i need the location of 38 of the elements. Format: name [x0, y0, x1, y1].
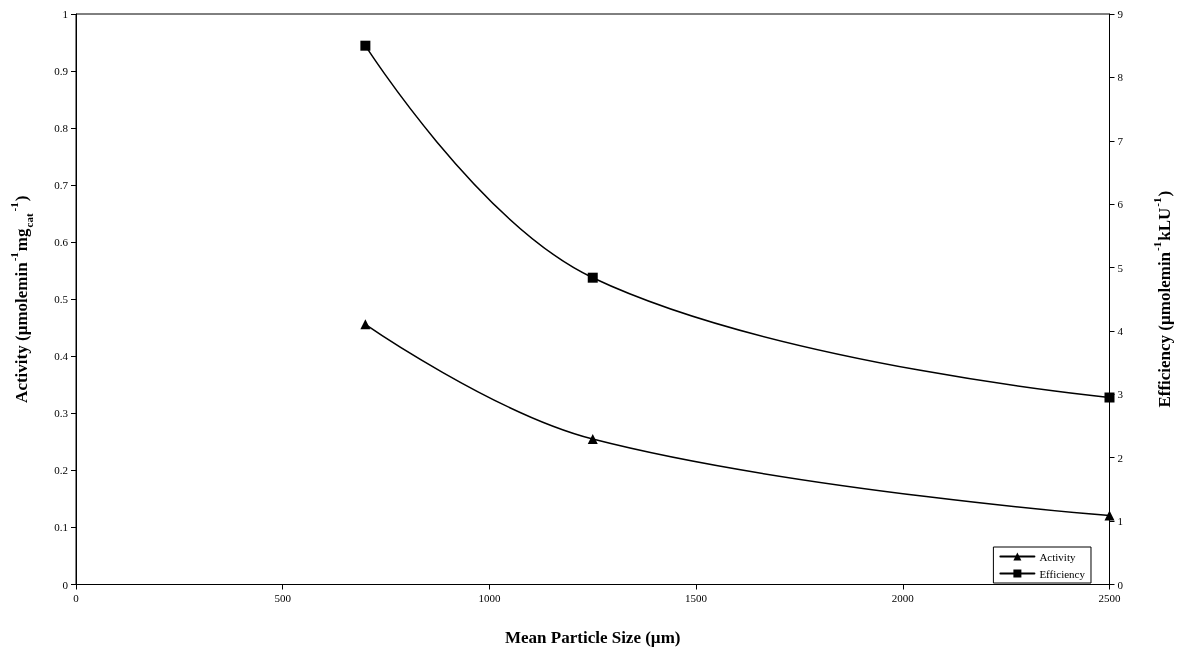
y-tick-label: 0.9 [54, 65, 69, 78]
y-tick-label: 1 [62, 8, 68, 20]
y-tick-label: 0.3 [54, 407, 69, 420]
y-tick-label: 0.4 [54, 350, 69, 363]
y-tick-label: 0.1 [54, 521, 68, 534]
point [360, 40, 371, 51]
x-tick-label: 1500 [685, 592, 708, 604]
y-axis-title: Activity (µmolemin-1mgcat-1) [7, 195, 35, 403]
legend-label: Activity [1039, 550, 1076, 563]
point [1104, 510, 1115, 521]
point [360, 319, 371, 330]
y2-tick-label: 1 [1117, 515, 1123, 528]
y-tick-label: 0 [62, 578, 69, 591]
x-tick-label: 1000 [478, 592, 501, 604]
point [587, 434, 598, 445]
y2-tick-label: 0 [1117, 578, 1124, 591]
y-tick-label: 0.5 [54, 293, 69, 306]
y2-tick-label: 5 [1117, 261, 1124, 274]
y2-tick-label: 4 [1117, 324, 1124, 337]
x-tick-label: 0 [73, 592, 80, 604]
y2-axis-title: Efficiency (µmolemin-1kLU-1) [1151, 190, 1174, 408]
y-tick-label: 0.2 [54, 464, 68, 477]
y2-tick-label: 9 [1117, 8, 1124, 20]
legend-label: Efficiency [1039, 567, 1086, 580]
y2-tick-label: 7 [1117, 134, 1124, 147]
x-axis-title: Mean Particle Size (µm) [505, 628, 681, 647]
point [587, 272, 598, 283]
y2-tick-label: 2 [1117, 451, 1123, 464]
x-tick-label: 2500 [1098, 592, 1121, 604]
x-tick-label: 500 [274, 592, 292, 604]
y-tick-label: 0.8 [54, 122, 69, 135]
y-tick-label: 0.7 [54, 179, 69, 192]
y2-tick-label: 3 [1117, 388, 1124, 401]
y-tick-label: 0.6 [54, 236, 69, 249]
y2-tick-label: 8 [1117, 71, 1124, 84]
point [1104, 392, 1115, 403]
y2-tick-label: 6 [1117, 198, 1124, 211]
x-tick-label: 2000 [891, 592, 915, 604]
